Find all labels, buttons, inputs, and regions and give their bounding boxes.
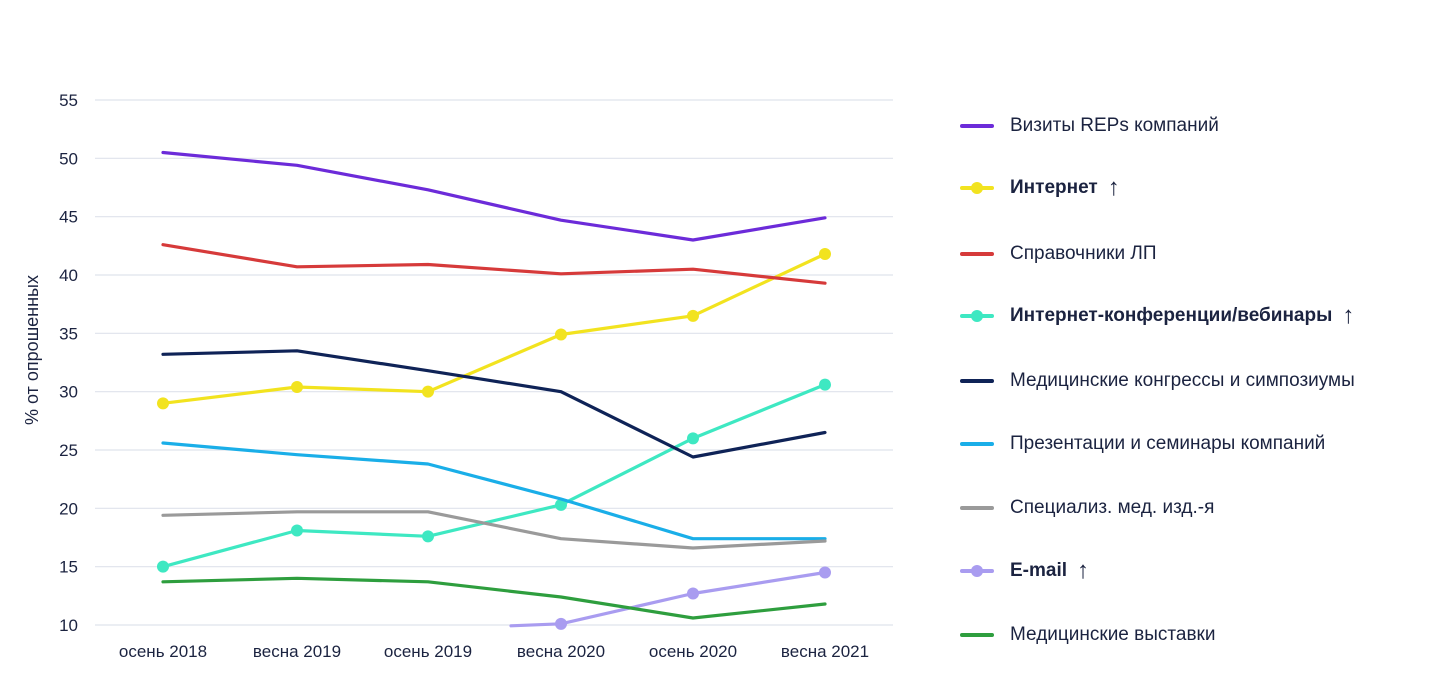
legend-label: Интернет	[1010, 177, 1098, 198]
legend-item: Справочники ЛП	[960, 239, 1157, 269]
legend-swatch	[960, 181, 994, 195]
series-6	[161, 510, 827, 550]
y-tick-label: 20	[59, 499, 78, 518]
legend-item: Интернет ↑	[960, 173, 1120, 203]
x-tick-label: осень 2018	[119, 642, 207, 661]
legend-label: Визиты REPs компаний	[1010, 115, 1219, 136]
series-line	[161, 441, 827, 541]
legend-item: Визиты REPs компаний	[960, 111, 1219, 141]
data-point	[819, 566, 831, 579]
series-2	[161, 243, 827, 285]
legend-swatch	[960, 119, 994, 133]
legend-swatch	[960, 247, 994, 261]
data-point	[687, 587, 699, 600]
series-line	[161, 349, 827, 459]
series-0	[161, 150, 827, 242]
legend-swatch	[960, 628, 994, 642]
series-line	[161, 252, 827, 405]
series-1	[157, 248, 831, 410]
legend-label: Справочники ЛП	[1010, 243, 1157, 264]
data-point	[555, 617, 567, 630]
series-lines	[157, 150, 831, 630]
y-tick-label: 50	[59, 149, 78, 168]
y-tick-label: 25	[59, 441, 78, 460]
legend-label: Интернет-конференции/вебинары	[1010, 305, 1333, 326]
legend: Визиты REPs компаний Интернет ↑ Справочники…	[960, 0, 1430, 690]
x-tick-label: весна 2020	[517, 642, 605, 661]
y-tick-label: 55	[59, 91, 78, 110]
chart-plot-area: 10 15 20 25 30 35 40 45 50 55 осень 2018 весна 201…	[22, 91, 893, 661]
series-line	[161, 150, 827, 242]
legend-item: Медицинские выставки	[960, 620, 1215, 650]
data-point	[422, 385, 434, 398]
x-tick-label: осень 2019	[384, 642, 472, 661]
legend-swatch	[960, 564, 994, 578]
data-point	[555, 498, 567, 511]
series-line	[161, 243, 827, 285]
y-tick-label: 40	[59, 266, 78, 285]
legend-item: Интернет-конференции/вебинары ↑	[960, 301, 1354, 331]
x-tick-label: осень 2020	[649, 642, 737, 661]
series-line	[509, 570, 827, 628]
arrow-up-icon: ↑	[1342, 302, 1355, 329]
y-tick-label: 35	[59, 324, 78, 343]
arrow-up-icon: ↑	[1077, 557, 1090, 584]
y-axis-ticks: 10 15 20 25 30 35 40 45 50 55	[59, 91, 78, 635]
series-3	[157, 378, 831, 573]
legend-label: E-mail	[1010, 560, 1068, 581]
legend-swatch	[960, 374, 994, 388]
y-tick-label: 45	[59, 208, 78, 227]
series-8	[161, 576, 827, 620]
x-axis-ticks: осень 2018 весна 2019 осень 2019 весна 2020…	[119, 642, 869, 661]
data-point	[819, 248, 831, 260]
legend-label: Медицинские выставки	[1010, 624, 1216, 645]
series-line	[161, 383, 827, 569]
legend-item: Медицинские конгрессы и симпозиумы	[960, 366, 1355, 396]
series-line	[161, 510, 827, 550]
x-tick-label: весна 2019	[253, 642, 341, 661]
y-axis-label: % от опрошенных	[22, 275, 42, 425]
data-point	[291, 381, 303, 393]
y-tick-label: 30	[59, 383, 78, 402]
legend-swatch	[960, 309, 994, 323]
series-4	[161, 349, 827, 459]
y-tick-label: 10	[59, 616, 78, 635]
arrow-up-icon: ↑	[1107, 174, 1120, 201]
y-tick-label: 15	[59, 558, 78, 577]
legend-item: Специализ. мед. изд.-я	[960, 493, 1214, 523]
series-line	[161, 576, 827, 620]
data-point	[422, 530, 434, 543]
data-point	[157, 560, 169, 573]
legend-label: Медицинские конгрессы и симпозиумы	[1010, 370, 1355, 391]
legend-swatch	[960, 501, 994, 515]
data-point	[687, 432, 699, 445]
series-5	[161, 441, 827, 541]
legend-label: Презентации и семинары компаний	[1010, 433, 1326, 454]
data-point	[555, 328, 567, 341]
legend-swatch	[960, 437, 994, 451]
data-point	[157, 397, 169, 410]
legend-item: Презентации и семинары компаний	[960, 429, 1325, 459]
data-point	[687, 309, 699, 322]
legend-item: E-mail ↑	[960, 556, 1089, 586]
legend-label: Специализ. мед. изд.-я	[1010, 497, 1215, 518]
data-point	[291, 524, 303, 537]
x-tick-label: весна 2021	[781, 642, 869, 661]
data-point	[819, 378, 831, 391]
